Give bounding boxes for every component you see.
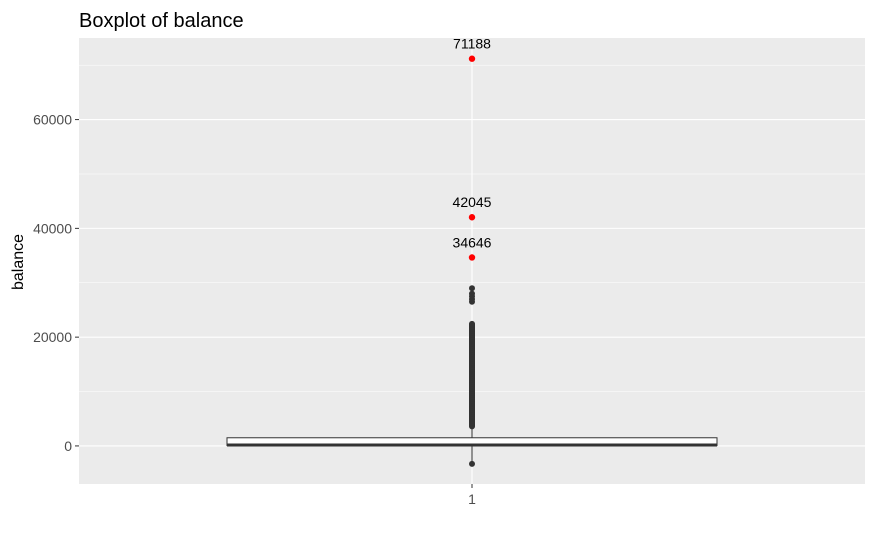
highlight-label-42045: 42045 — [453, 194, 492, 210]
highlighted-outliers: 71188 42045 34646 — [453, 36, 492, 261]
y-tick-label-0: 0 — [64, 438, 72, 454]
highlight-point-71188 — [468, 55, 476, 62]
highlight-point-42045 — [468, 214, 476, 221]
outlier-point — [469, 290, 475, 297]
axes: 0 20000 40000 60000 1 — [33, 112, 476, 507]
outlier-point — [469, 320, 475, 327]
y-tick-label-40000: 40000 — [33, 220, 72, 236]
outlier-point-low — [469, 460, 475, 467]
outlier-points — [469, 285, 475, 467]
y-axis-label: balance — [10, 234, 27, 290]
chart-title: Boxplot of balance — [79, 10, 244, 32]
y-tick-label-60000: 60000 — [33, 112, 72, 128]
y-tick-label-20000: 20000 — [33, 329, 72, 345]
highlight-point-34646 — [468, 254, 476, 261]
outlier-point — [469, 285, 475, 292]
highlight-label-34646: 34646 — [453, 234, 492, 250]
x-tick-label-1: 1 — [468, 491, 476, 507]
highlight-label-71188: 71188 — [453, 36, 491, 52]
box-group — [226, 426, 718, 464]
